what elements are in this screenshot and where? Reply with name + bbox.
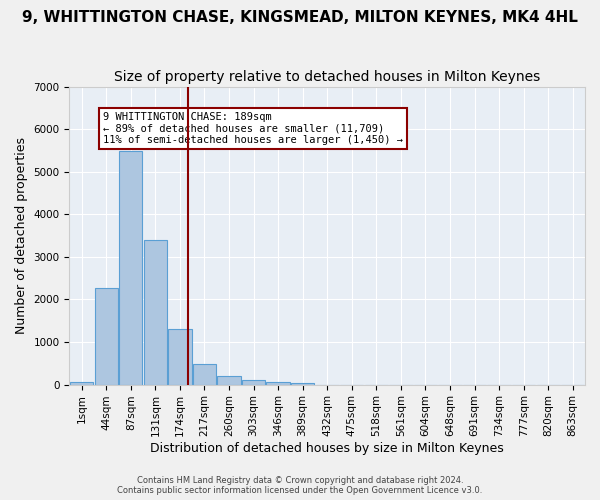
Bar (266, 382, 290, 384)
Bar (70, 382, 94, 384)
Title: Size of property relative to detached houses in Milton Keynes: Size of property relative to detached ho… (114, 70, 541, 84)
Bar (95, 288, 118, 384)
Bar (143, 240, 167, 384)
Text: Contains HM Land Registry data © Crown copyright and database right 2024.
Contai: Contains HM Land Registry data © Crown c… (118, 476, 482, 495)
Bar (168, 329, 191, 384)
Y-axis label: Number of detached properties: Number of detached properties (15, 137, 28, 334)
Bar (291, 382, 314, 384)
Text: 9 WHITTINGTON CHASE: 189sqm
← 89% of detached houses are smaller (11,709)
11% of: 9 WHITTINGTON CHASE: 189sqm ← 89% of det… (103, 112, 403, 145)
Bar (193, 364, 216, 384)
Bar (119, 152, 142, 384)
Text: 9, WHITTINGTON CHASE, KINGSMEAD, MILTON KEYNES, MK4 4HL: 9, WHITTINGTON CHASE, KINGSMEAD, MILTON … (22, 10, 578, 25)
X-axis label: Distribution of detached houses by size in Milton Keynes: Distribution of detached houses by size … (151, 442, 504, 455)
Bar (217, 376, 241, 384)
Bar (242, 380, 265, 384)
